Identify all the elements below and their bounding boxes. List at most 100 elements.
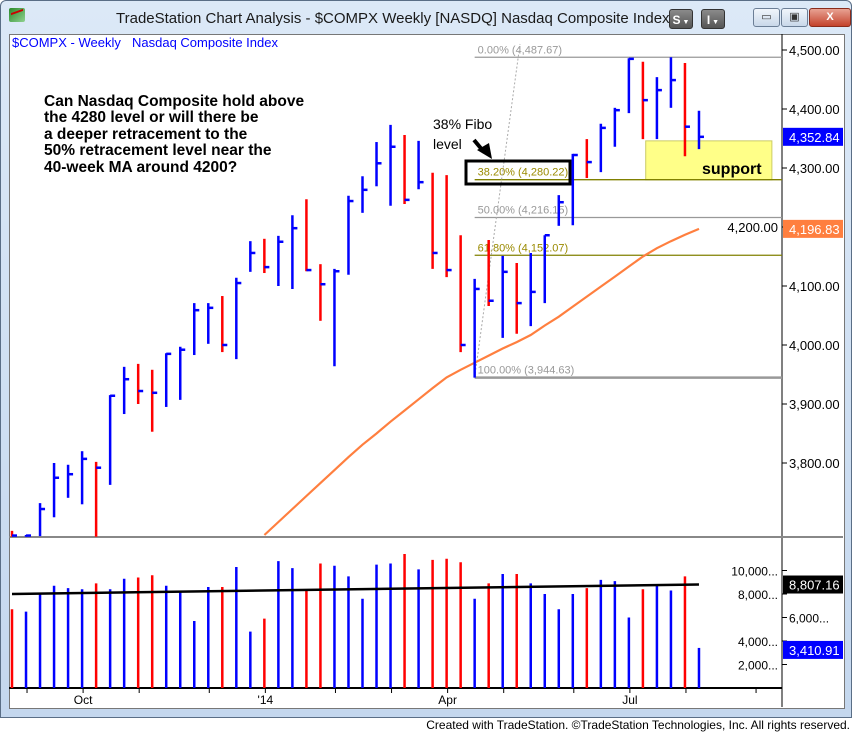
price-bar <box>333 268 340 367</box>
fib-level-label: 61.80% (4,152.07) <box>478 242 569 254</box>
volume-axis-label: 8,000... <box>738 588 778 602</box>
price-bar <box>697 110 704 150</box>
price-bar <box>150 369 158 432</box>
fib-level-label: 100.00% (3,944.63) <box>478 365 575 377</box>
price-bar <box>669 57 676 108</box>
title-bar[interactable]: TradeStation Chart Analysis - $COMPX Wee… <box>1 1 852 33</box>
s-label: S <box>672 13 681 27</box>
price-bar <box>627 57 634 114</box>
price-bar <box>108 394 116 485</box>
price-axis-label: 4,200.00 <box>727 220 778 235</box>
last-volume-label: 3,410.91 <box>789 643 840 658</box>
price-bar <box>655 77 662 140</box>
fib-level-label: 38.20% (4,280.22) <box>478 167 569 179</box>
price-bar <box>459 235 466 353</box>
price-bar <box>291 215 298 289</box>
tradestation-app-icon <box>9 8 25 22</box>
price-axis-label: 4,500.00 <box>789 43 840 58</box>
price-bar <box>599 123 606 173</box>
last-price-label-bg <box>783 127 843 146</box>
time-axis-label: Jul <box>622 693 637 707</box>
maximize-button[interactable]: ▣ <box>781 8 808 27</box>
price-bar <box>529 252 536 327</box>
volume-axis-label: 4,000... <box>738 635 778 649</box>
price-bar <box>277 235 284 286</box>
price-bar <box>10 530 17 537</box>
price-bar <box>38 503 46 537</box>
price-bar <box>501 255 508 338</box>
price-bar <box>683 62 690 157</box>
price-axis-label: 4,000.00 <box>789 338 840 353</box>
price-bar <box>193 303 200 356</box>
fib-level-label: 0.00% (4,487.67) <box>478 44 562 56</box>
chart-symbol-label: $COMPX - Weekly <box>12 35 121 50</box>
interval-link-button[interactable]: I ▼ <box>701 9 725 29</box>
window-title: TradeStation Chart Analysis - $COMPX Wee… <box>116 10 670 27</box>
support-label: support <box>702 161 762 178</box>
fibo-note-line: level <box>433 136 462 152</box>
fib-trendline <box>474 43 521 378</box>
price-bar <box>543 234 550 304</box>
fib-level-label: 50.00% (4,216.15) <box>478 204 569 216</box>
price-bar <box>235 277 242 360</box>
last-volume-label-bg <box>783 640 843 659</box>
volume-ma-value-label: 8,807.16 <box>789 578 840 593</box>
price-bar <box>515 262 522 334</box>
price-bar <box>178 346 186 400</box>
price-axis-label: 3,900.00 <box>789 397 840 412</box>
price-bar <box>52 463 60 518</box>
annotation-line: the 4280 level or will there be <box>44 109 259 126</box>
time-axis-label: '14 <box>258 693 274 707</box>
annotation-line: a deeper retracement to the <box>44 126 248 143</box>
volume-axis-label: 6,000... <box>789 612 829 626</box>
footer-copyright: Created with TradeStation. ©TradeStation… <box>426 718 850 732</box>
volume-axis-label: 2,000... <box>738 659 778 673</box>
price-bar <box>263 238 270 274</box>
arrow-icon <box>472 138 492 159</box>
i-label: I <box>706 13 711 27</box>
price-bar <box>557 195 564 226</box>
price-bar <box>417 140 424 190</box>
price-axis-label: 4,300.00 <box>789 161 840 176</box>
price-bar <box>585 139 592 179</box>
annotation-line: 40-week MA around 4200? <box>44 159 237 176</box>
price-bar <box>613 107 620 147</box>
price-bar <box>473 278 480 378</box>
price-bar <box>94 461 102 537</box>
price-bar <box>221 296 228 353</box>
price-bar <box>571 153 578 226</box>
question-annotation: Can Nasdaq Composite hold above the 4280… <box>44 93 304 176</box>
volume-ma-line <box>11 583 699 596</box>
symbol-link-button[interactable]: S ▼ <box>669 9 693 29</box>
price-bar <box>403 134 410 204</box>
fib-38-highlight-box <box>464 159 572 186</box>
price-bar <box>431 172 438 269</box>
price-bar <box>305 199 312 272</box>
price-bar <box>80 451 88 505</box>
price-bar <box>389 124 396 206</box>
close-button[interactable]: X <box>809 8 851 27</box>
fibo-note-line: 38% Fibo <box>433 116 492 132</box>
price-bar <box>207 303 214 344</box>
price-bar <box>319 264 326 321</box>
price-bar <box>164 352 172 407</box>
chart-name-label: Nasdaq Composite Index <box>132 35 278 50</box>
price-bar <box>487 239 494 307</box>
price-bar <box>361 176 368 213</box>
price-axis-label: 4,100.00 <box>789 279 840 294</box>
last-price-label: 4,352.84 <box>789 130 840 145</box>
time-axis-label: Oct <box>74 693 93 707</box>
chevron-down-icon: ▼ <box>710 19 720 26</box>
price-bar <box>24 534 32 537</box>
annotation-line: Can Nasdaq Composite hold above <box>44 93 304 110</box>
volume-ma-value-label-bg <box>783 575 843 594</box>
price-bar <box>249 241 256 272</box>
price-bar <box>445 175 452 278</box>
ma-value-label: 4,196.83 <box>789 222 840 237</box>
chevron-down-icon: ▼ <box>680 19 690 26</box>
price-bar <box>136 363 144 404</box>
minimize-button[interactable]: ▭ <box>753 8 780 27</box>
price-axis-label: 3,800.00 <box>789 456 840 471</box>
price-bar <box>347 195 354 275</box>
